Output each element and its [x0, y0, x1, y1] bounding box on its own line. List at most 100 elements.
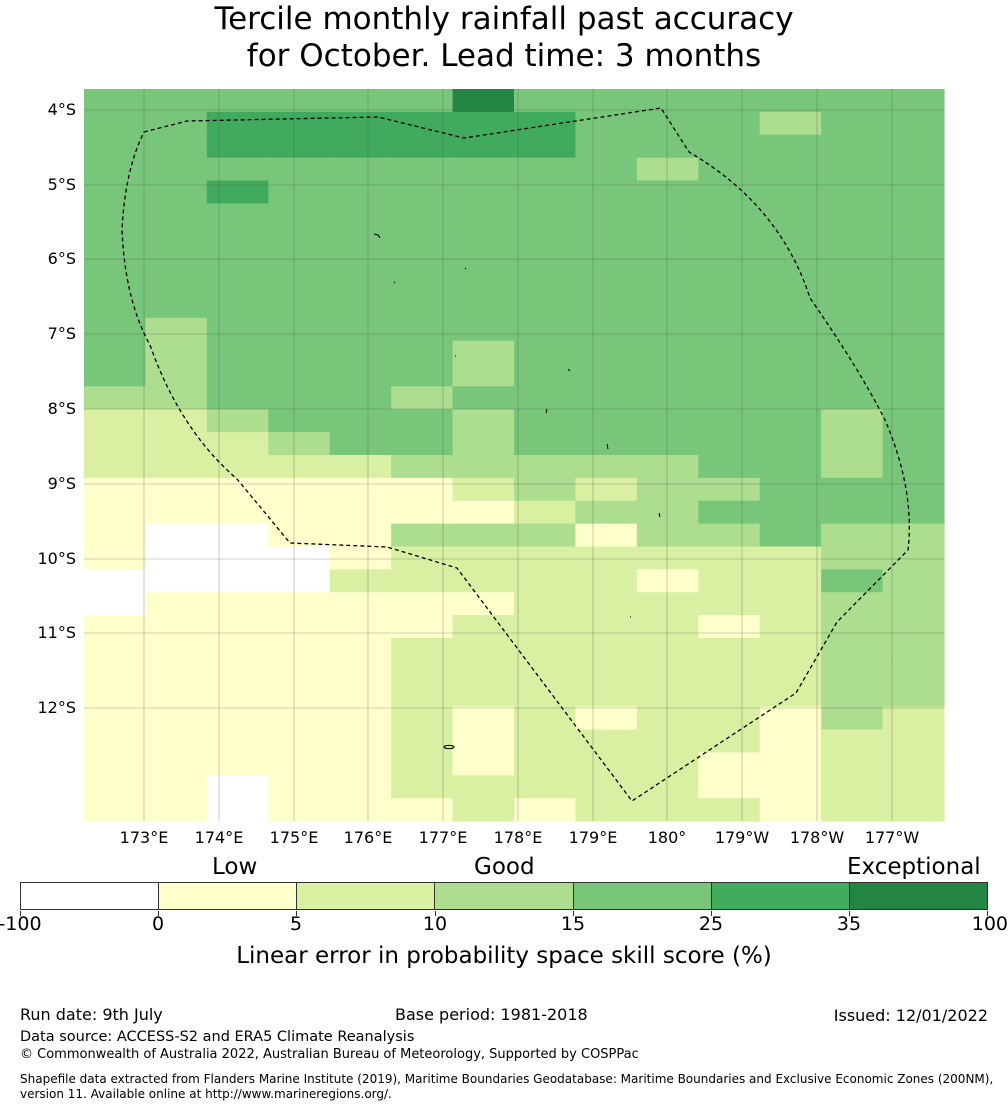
lat-label: 10°S	[37, 549, 76, 568]
colorbar-segment	[159, 883, 298, 909]
grid-cell	[206, 523, 269, 548]
grid-cell	[268, 683, 331, 708]
category-low: Low	[212, 854, 258, 880]
grid-cell	[452, 683, 515, 708]
grid-cell	[145, 775, 208, 799]
grid-cell	[206, 546, 269, 570]
grid-cell	[391, 775, 454, 799]
grid-cell	[84, 180, 147, 204]
grid-cell	[84, 203, 147, 227]
grid-cell	[84, 157, 147, 182]
grid-cell	[514, 775, 577, 799]
grid-cell	[636, 729, 699, 753]
grid-cell	[514, 798, 577, 822]
grid-cell	[759, 683, 822, 708]
grid-cell	[759, 706, 822, 731]
grid-cell	[84, 432, 147, 456]
grid-cell	[206, 157, 269, 182]
grid-cell	[452, 455, 515, 479]
grid-cell	[268, 775, 331, 799]
grid-cell	[206, 386, 269, 410]
grid-cell	[759, 134, 822, 159]
grid-cell	[452, 523, 515, 548]
grid-cell	[84, 134, 147, 159]
grid-cell	[575, 798, 638, 822]
grid-cell	[636, 89, 699, 113]
grid-cell	[206, 111, 269, 136]
grid-cell	[514, 752, 577, 776]
grid-cell	[698, 203, 761, 227]
grid-cell	[84, 477, 147, 502]
grid-cell	[329, 592, 392, 616]
grid-cell	[145, 523, 208, 548]
grid-cell	[698, 523, 761, 548]
map-title-line-2: for October. Lead time: 3 months	[246, 38, 762, 74]
grid-cell	[206, 249, 269, 273]
grid-cell	[84, 249, 147, 273]
grid-cell	[821, 752, 884, 776]
grid-cell	[698, 180, 761, 204]
grid-cell	[145, 638, 208, 662]
grid-cell	[575, 294, 638, 319]
grid-cell	[268, 729, 331, 753]
grid-cell	[145, 706, 208, 731]
grid-cell	[206, 477, 269, 502]
grid-cell	[698, 409, 761, 433]
grid-cell	[514, 683, 577, 708]
grid-cell	[206, 706, 269, 731]
grid-cell	[698, 386, 761, 410]
grid-cell	[452, 386, 515, 410]
grid-cell	[759, 157, 822, 182]
grid-cell	[206, 729, 269, 753]
grid-cell	[821, 180, 884, 204]
grid-cell	[882, 546, 945, 570]
grid-cell	[575, 455, 638, 479]
grid-cell	[329, 706, 392, 731]
grid-cell	[206, 638, 269, 662]
grid-cell	[636, 203, 699, 227]
grid-cell	[575, 706, 638, 731]
grid-cell	[452, 477, 515, 502]
grid-cell	[882, 203, 945, 227]
grid-cell	[391, 638, 454, 662]
grid-cell	[268, 546, 331, 570]
grid-cell	[84, 272, 147, 296]
grid-cell	[145, 752, 208, 776]
grid-cell	[329, 386, 392, 410]
grid-cell	[391, 455, 454, 479]
grid-cell	[391, 294, 454, 319]
grid-cell	[575, 569, 638, 593]
grid-cell	[636, 752, 699, 776]
grid-cell	[759, 523, 822, 548]
grid-cell	[698, 157, 761, 182]
grid-cell	[821, 157, 884, 182]
grid-cell	[821, 775, 884, 799]
grid-cell	[206, 500, 269, 525]
colorbar-tick	[987, 911, 988, 916]
grid-cell	[821, 386, 884, 410]
grid-cell	[882, 340, 945, 365]
grid-cell	[268, 134, 331, 159]
colorbar	[20, 882, 988, 910]
grid-cell	[268, 615, 331, 639]
grid-cell	[882, 706, 945, 731]
grid-cell	[882, 226, 945, 250]
category-good: Good	[474, 854, 535, 880]
grid-cell	[206, 683, 269, 708]
colorbar-title: Linear error in probability space skill …	[236, 943, 772, 969]
grid-cell	[882, 592, 945, 616]
grid-cell	[391, 569, 454, 593]
grid-cell	[882, 523, 945, 548]
grid-cell	[145, 615, 208, 639]
grid-cell	[145, 409, 208, 433]
lon-label: 176°E	[343, 828, 393, 847]
grid-cell	[145, 157, 208, 182]
grid-cell	[329, 249, 392, 273]
grid-cell	[514, 363, 577, 387]
grid-cell	[84, 363, 147, 387]
grid-cell	[821, 500, 884, 525]
grid-cell	[882, 272, 945, 296]
grid-cell	[206, 363, 269, 387]
grid-cell	[206, 317, 269, 342]
grid-cell	[759, 272, 822, 296]
